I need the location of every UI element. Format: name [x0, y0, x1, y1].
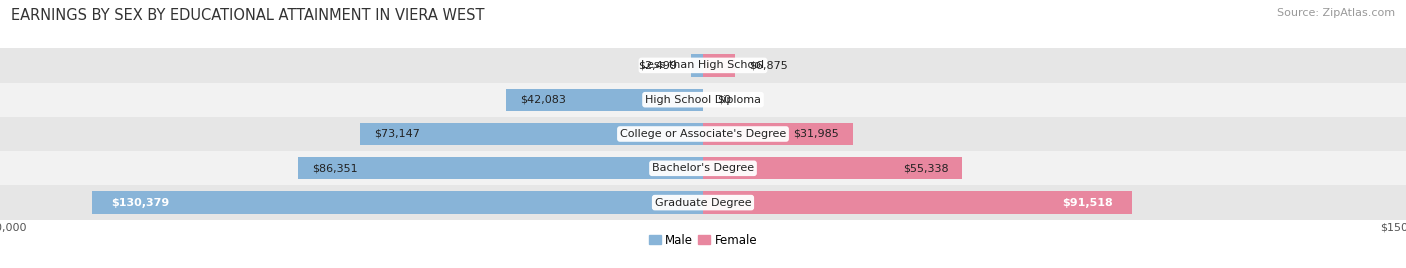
Bar: [703, 54, 735, 77]
Text: $130,379: $130,379: [111, 198, 169, 208]
Text: Less than High School: Less than High School: [641, 60, 765, 70]
Bar: [0, 185, 1406, 220]
Text: $91,518: $91,518: [1063, 198, 1114, 208]
Bar: [703, 191, 1132, 214]
Text: $6,875: $6,875: [749, 60, 787, 70]
Text: $73,147: $73,147: [374, 129, 420, 139]
Bar: [0, 83, 1406, 117]
Text: EARNINGS BY SEX BY EDUCATIONAL ATTAINMENT IN VIERA WEST: EARNINGS BY SEX BY EDUCATIONAL ATTAINMEN…: [11, 8, 485, 23]
Text: $31,985: $31,985: [793, 129, 839, 139]
Bar: [692, 54, 703, 77]
Text: Graduate Degree: Graduate Degree: [655, 198, 751, 208]
Text: Bachelor's Degree: Bachelor's Degree: [652, 163, 754, 173]
Bar: [703, 123, 853, 145]
Legend: Male, Female: Male, Female: [644, 229, 762, 252]
Text: $86,351: $86,351: [312, 163, 359, 173]
Bar: [298, 157, 703, 180]
Text: $0: $0: [717, 95, 731, 105]
Text: High School Diploma: High School Diploma: [645, 95, 761, 105]
Bar: [0, 48, 1406, 83]
Text: $42,083: $42,083: [520, 95, 565, 105]
Bar: [506, 88, 703, 111]
Bar: [0, 117, 1406, 151]
Bar: [91, 191, 703, 214]
Bar: [0, 151, 1406, 185]
Text: Source: ZipAtlas.com: Source: ZipAtlas.com: [1277, 8, 1395, 18]
Text: $55,338: $55,338: [903, 163, 948, 173]
Text: $2,499: $2,499: [638, 60, 678, 70]
Bar: [703, 157, 962, 180]
Text: College or Associate's Degree: College or Associate's Degree: [620, 129, 786, 139]
Bar: [360, 123, 703, 145]
